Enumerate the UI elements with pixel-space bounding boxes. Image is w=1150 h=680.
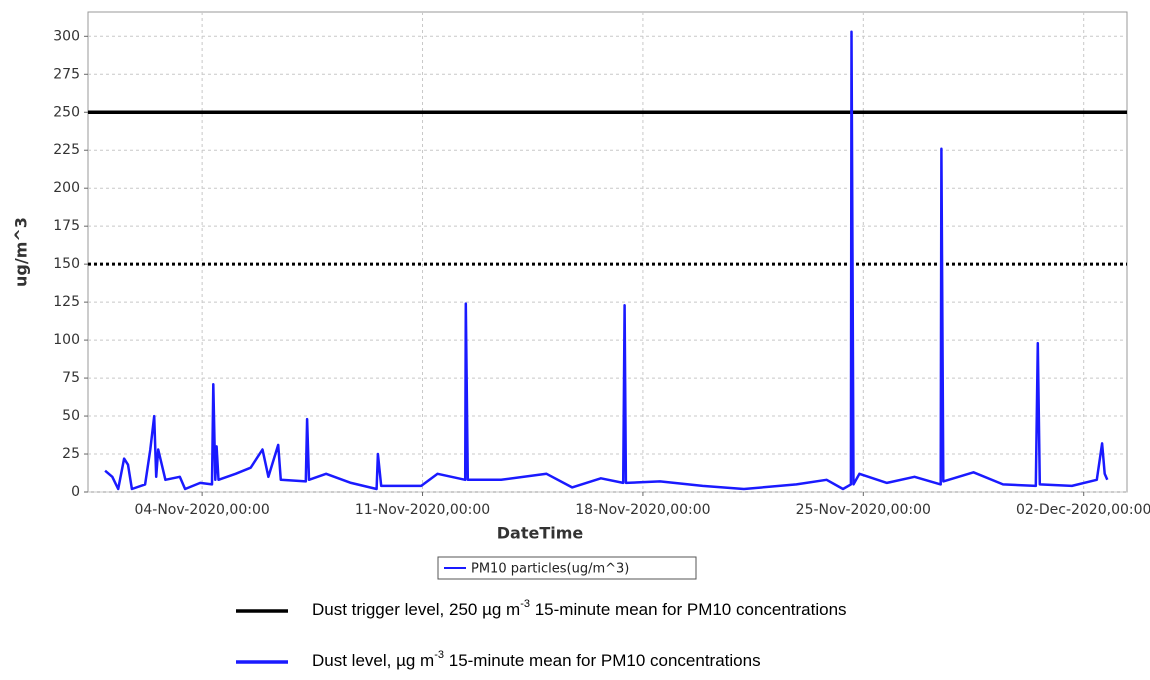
note-part: Dust level, µg m: [312, 651, 434, 670]
y-tick-label: 300: [53, 28, 80, 44]
legend: PM10 particles(ug/m^3): [437, 556, 697, 580]
x-tick-label: 18-Nov-2020,00:00: [575, 502, 710, 518]
legend-label: PM10 particles(ug/m^3): [471, 562, 629, 577]
note-part: 15-minute mean for PM10 concentrations: [530, 600, 847, 619]
legend-box: [437, 556, 697, 580]
x-tick-label: 04-Nov-2020,00:00: [134, 502, 269, 518]
y-tick-label: 0: [71, 484, 80, 500]
x-tick-label: 02-Dec-2020,00:00: [1016, 502, 1150, 518]
y-tick-label: 175: [53, 218, 80, 234]
data-line: [104, 30, 1109, 491]
y-tick-label: 100: [53, 332, 80, 348]
y-tick-label: 50: [62, 408, 80, 424]
x-axis-label: DateTime: [497, 524, 584, 543]
note-part: Dust trigger level, 250 µg m: [312, 600, 520, 619]
y-tick-label: 75: [62, 370, 80, 386]
y-tick-label: 25: [62, 446, 80, 462]
note-part: -3: [434, 649, 444, 661]
y-axis-label: ug/m^3: [12, 217, 31, 287]
note-text: Dust level, µg m-3 15-minute mean for PM…: [312, 649, 761, 671]
y-tick-label: 275: [53, 66, 80, 82]
note-part: 15-minute mean for PM10 concentrations: [444, 651, 761, 670]
y-tick-label: 150: [53, 256, 80, 272]
plot-area: [87, 11, 1128, 493]
y-tick-label: 250: [53, 104, 80, 120]
y-tick-label: 225: [53, 142, 80, 158]
note-part: -3: [520, 598, 530, 610]
y-tick-label: 200: [53, 180, 80, 196]
x-tick-label: 11-Nov-2020,00:00: [355, 502, 490, 518]
note-text: Dust trigger level, 250 µg m-3 15-minute…: [312, 598, 847, 620]
x-tick-label: 25-Nov-2020,00:00: [796, 502, 931, 518]
y-tick-label: 125: [53, 294, 80, 310]
